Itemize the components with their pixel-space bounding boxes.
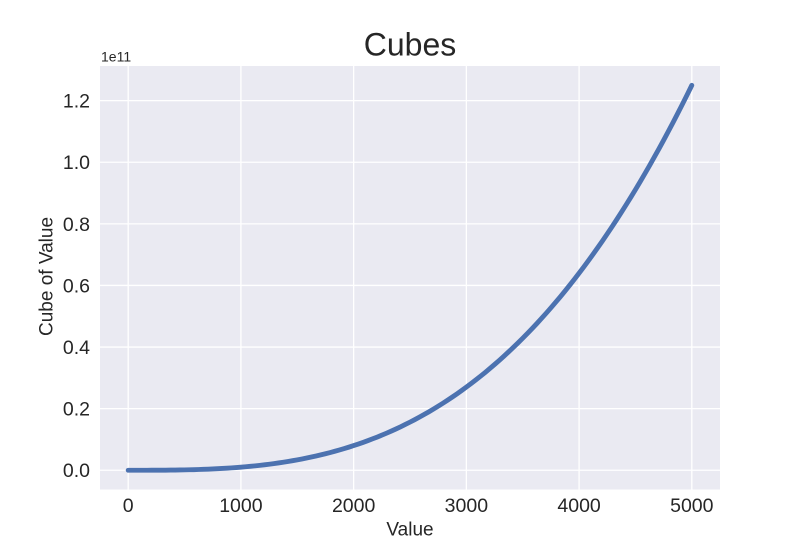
svg-text:0.0: 0.0: [63, 460, 90, 482]
svg-text:1.2: 1.2: [63, 91, 90, 113]
svg-text:0.2: 0.2: [63, 399, 90, 421]
svg-text:1.0: 1.0: [63, 152, 90, 174]
svg-text:1e11: 1e11: [101, 49, 131, 65]
svg-text:2000: 2000: [332, 495, 376, 517]
svg-text:Cubes: Cubes: [364, 26, 457, 62]
svg-text:0.8: 0.8: [63, 214, 90, 236]
svg-text:0: 0: [123, 495, 134, 517]
svg-text:Cube of Value: Cube of Value: [37, 217, 58, 336]
svg-text:Value: Value: [386, 520, 433, 541]
svg-text:3000: 3000: [445, 495, 489, 517]
svg-text:1000: 1000: [219, 495, 263, 517]
svg-text:0.6: 0.6: [63, 275, 90, 297]
svg-text:4000: 4000: [557, 495, 601, 517]
svg-text:0.4: 0.4: [63, 337, 90, 359]
svg-text:5000: 5000: [670, 495, 714, 517]
